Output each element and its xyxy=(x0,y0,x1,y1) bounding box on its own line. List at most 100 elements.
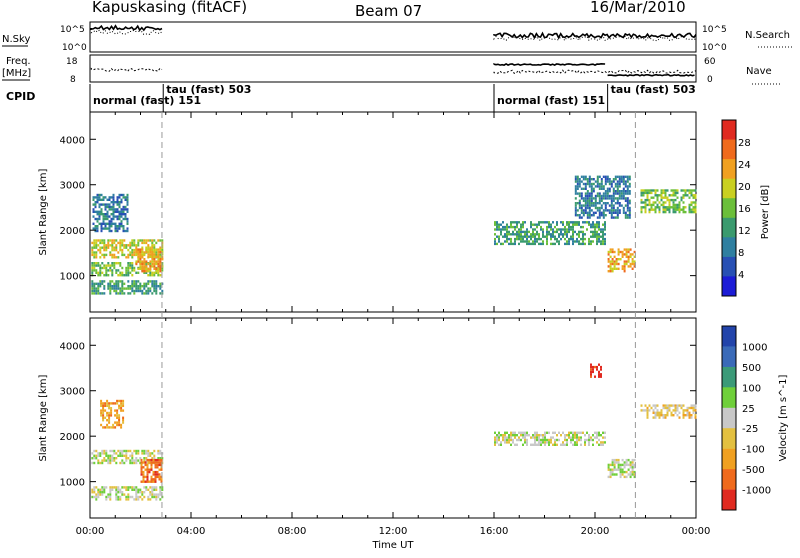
echo-cell xyxy=(120,426,123,429)
echo-cell xyxy=(558,242,560,246)
echo-cell xyxy=(100,222,103,225)
echo-cell xyxy=(494,436,496,439)
echo-cell xyxy=(586,199,589,202)
echo-cell xyxy=(644,189,647,192)
echo-cell xyxy=(664,210,667,214)
echo-cell xyxy=(646,409,649,412)
velocity-ytick-2000: 2000 xyxy=(60,432,85,443)
echo-cell xyxy=(104,402,107,405)
echo-cell xyxy=(578,199,581,202)
colorbar-block xyxy=(722,237,736,258)
echo-cell xyxy=(106,404,109,407)
echo-cell xyxy=(694,208,697,211)
echo-cell xyxy=(117,285,120,288)
echo-cell xyxy=(546,240,548,243)
echo-cell xyxy=(111,239,114,242)
echo-cell xyxy=(149,269,152,272)
echo-cell xyxy=(99,251,102,254)
echo-cell xyxy=(596,225,598,229)
echo-cell xyxy=(498,223,500,226)
power-cb-tick-28: 28 xyxy=(738,138,751,149)
echo-cell xyxy=(652,208,655,211)
echo-cell xyxy=(602,185,605,188)
echo-cell xyxy=(633,470,636,474)
echo-cell xyxy=(584,438,586,442)
colorbar-block xyxy=(722,276,736,297)
echo-cell xyxy=(118,419,121,422)
echo-cell xyxy=(139,287,142,290)
echo-cell xyxy=(594,197,597,200)
echo-cell xyxy=(125,454,128,457)
echo-cell xyxy=(93,461,96,465)
echo-cell xyxy=(624,190,627,193)
echo-cell xyxy=(107,262,110,265)
echo-cell xyxy=(93,282,96,285)
echo-cell xyxy=(108,215,111,218)
echo-cell xyxy=(496,436,498,439)
echo-cell xyxy=(554,242,556,246)
echo-cell xyxy=(153,271,156,274)
echo-cell xyxy=(114,402,117,405)
echo-cell xyxy=(682,208,685,211)
echo-cell xyxy=(141,248,144,251)
echo-cell xyxy=(598,375,600,378)
echo-cell xyxy=(151,253,154,256)
echo-cell xyxy=(526,443,528,446)
echo-cell xyxy=(686,189,689,192)
echo-cell xyxy=(159,282,162,285)
echo-cell xyxy=(121,280,124,283)
echo-cell xyxy=(131,285,134,288)
echo-cell xyxy=(91,248,94,252)
echo-cell xyxy=(615,260,618,263)
echo-cell xyxy=(115,256,118,259)
echo-cell xyxy=(600,199,603,202)
echo-cell xyxy=(546,230,548,234)
echo-cell xyxy=(91,287,94,290)
echo-cell xyxy=(609,463,612,467)
echo-cell xyxy=(152,473,155,476)
echo-cell xyxy=(99,461,102,465)
echo-cell xyxy=(99,452,102,455)
echo-cell xyxy=(615,258,618,261)
echo-cell xyxy=(568,237,570,241)
echo-cell xyxy=(666,198,669,202)
echo-cell xyxy=(672,203,675,207)
echo-cell xyxy=(510,221,512,224)
echo-cell xyxy=(103,239,106,242)
echo-cell xyxy=(106,203,109,206)
power-cb-tick-12: 12 xyxy=(738,226,751,237)
echo-cell xyxy=(154,461,157,464)
echo-cell xyxy=(534,240,536,243)
echo-cell xyxy=(625,458,628,462)
echo-cell xyxy=(115,262,118,265)
echo-cell xyxy=(155,253,158,257)
echo-cell xyxy=(115,292,118,295)
echo-cell xyxy=(600,214,603,217)
echo-cell xyxy=(115,282,118,285)
echo-cell xyxy=(102,414,105,417)
echo-cell xyxy=(157,250,160,254)
echo-cell xyxy=(536,237,538,241)
echo-cell xyxy=(552,443,554,446)
echo-cell xyxy=(554,235,556,238)
echo-cell xyxy=(550,242,552,246)
echo-cell xyxy=(118,193,121,197)
xtick-0000: 00:00 xyxy=(76,526,105,537)
echo-cell xyxy=(100,414,103,417)
echo-cell xyxy=(658,210,661,214)
echo-cell xyxy=(152,458,155,462)
echo-cell xyxy=(91,269,94,272)
echo-cell xyxy=(598,194,601,198)
echo-cell xyxy=(576,436,578,439)
echo-cell xyxy=(504,240,506,243)
echo-cell xyxy=(604,237,606,241)
nsky-tick-low: 10^0 xyxy=(62,43,87,53)
echo-cell xyxy=(625,461,628,464)
echo-cell xyxy=(108,225,111,228)
time-axis-label: Time UT xyxy=(371,540,414,551)
echo-cell xyxy=(149,246,152,249)
echo-cell xyxy=(123,246,126,249)
echo-cell xyxy=(500,443,502,446)
echo-cell xyxy=(554,431,556,434)
echo-cell xyxy=(139,265,142,268)
